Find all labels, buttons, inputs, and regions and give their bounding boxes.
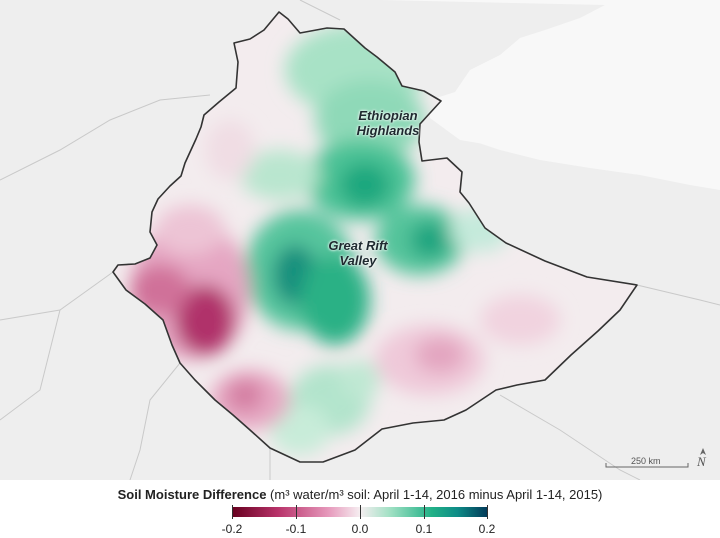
label-ethiopian-highlands: Ethiopian Highlands [348,108,428,138]
label-great-rift-valley: Great Rift Valley [318,238,398,268]
label-highlands-line1: Ethiopian [358,108,418,123]
scale-bar-label: 250 km [631,456,661,466]
legend-tick-label-4: 0.1 [415,522,433,536]
legend-tick-5 [487,505,488,519]
north-arrow-icon [700,448,706,455]
gulf-area [430,118,545,150]
legend-title-units: (m³ water/m³ soil: April 1-14, 2016 minu… [266,487,603,502]
legend-tick-3 [360,505,361,519]
neighbor-borders [0,0,720,480]
legend-tick-label-2: -0.1 [285,522,307,536]
ethiopia-border [112,11,638,463]
north-label: N [697,454,706,469]
sea-area [380,0,720,190]
legend-tick-label-1: -0.2 [221,522,243,536]
legend-title: Soil Moisture Difference (m³ water/m³ so… [0,487,720,502]
label-rift-line1: Great Rift [328,238,388,253]
label-rift-line2: Valley [339,253,377,268]
legend-title-bold: Soil Moisture Difference [117,487,267,502]
map-svg [0,0,720,480]
map-panel: Ethiopian Highlands Great Rift Valley 25… [0,0,720,480]
label-highlands-line2: Highlands [356,123,420,138]
legend-tick-1 [232,505,233,519]
legend-tick-2 [296,505,297,519]
legend-tick-label-3: 0.0 [351,522,369,536]
legend-tick-4 [424,505,425,519]
scale-bar-line [605,463,689,468]
legend-tick-label-5: 0.2 [478,522,496,536]
